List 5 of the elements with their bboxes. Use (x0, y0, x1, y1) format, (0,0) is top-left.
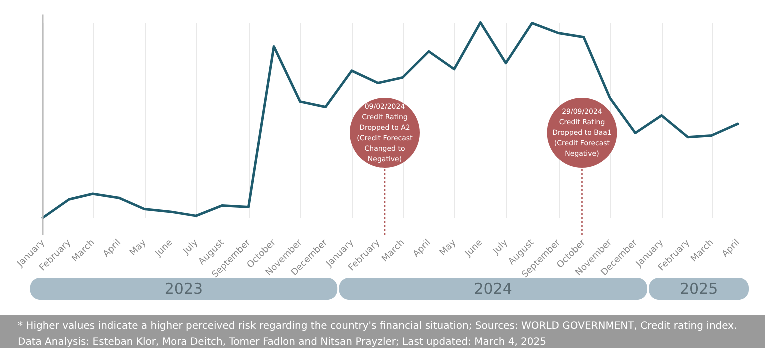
text: Data Analysis: Esteban Klor, Mora Deitch, Tomer Fadlon and Nitsan Prayzler; Last updated: March 4, 2025 (18, 336, 548, 348)
text: 2024 (474, 280, 512, 298)
text: * Higher values indicate a higher perceived risk regarding the country's financial situation; Sources: WORLD GOVERNMENT, Credit rating index. (18, 320, 738, 334)
text: 2023 (164, 280, 204, 298)
text: 2025 (680, 280, 718, 298)
